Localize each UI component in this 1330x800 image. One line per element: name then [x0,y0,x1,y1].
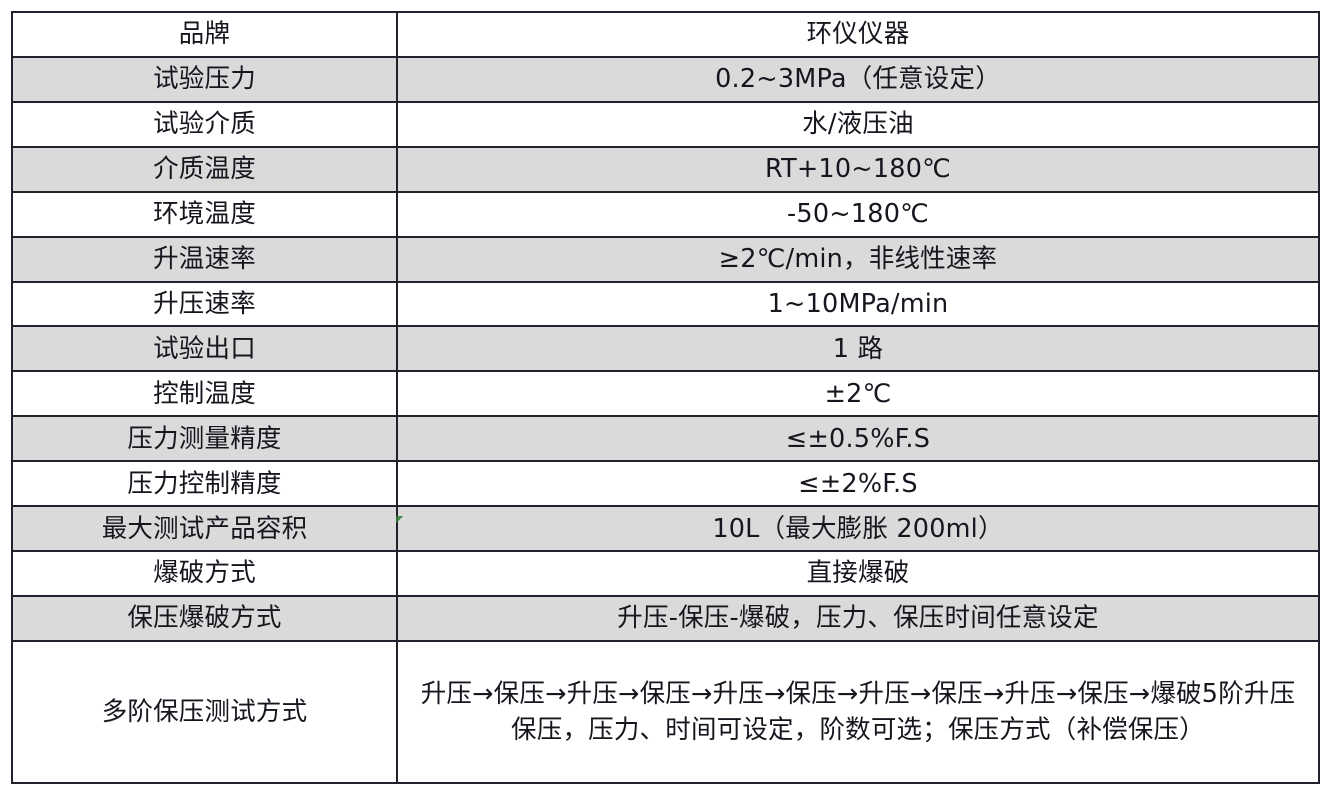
table-row: 保压爆破方式 升压-保压-爆破，压力、保压时间任意设定 [11,594,1320,643]
row-value-pressure-measurement-accuracy: ≤±0.5%F.S [396,415,1320,463]
table-row: 最大测试产品容积 10L（最大膨胀 200ml） [11,505,1320,553]
table-row: 试验介质 水/液压油 [11,100,1320,148]
row-value-hold-burst-mode: 升压-保压-爆破，压力、保压时间任意设定 [396,594,1320,643]
row-label-control-temperature: 控制温度 [11,370,398,418]
row-value-ambient-temperature: -50~180℃ [396,190,1320,238]
row-value-burst-mode: 直接爆破 [396,550,1320,597]
table-row: 升温速率 ≥2℃/min，非线性速率 [11,235,1320,283]
table-row: 压力测量精度 ≤±0.5%F.S [11,415,1320,463]
row-label-heating-rate: 升温速率 [11,235,398,283]
row-label-brand: 品牌 [11,11,398,58]
row-value-pressure-control-accuracy: ≤±2%F.S [396,460,1320,508]
row-label-hold-burst-mode: 保压爆破方式 [11,594,398,643]
specification-table-container: 品牌 环仪仪器 试验压力 0.2~3MPa（任意设定） 试验介质 水/液压油 介… [11,11,1320,784]
table-row: 多阶保压测试方式 升压→保压→升压→保压→升压→保压→升压→保压→升压→保压→爆… [11,640,1320,784]
table-row: 试验压力 0.2~3MPa（任意设定） [11,55,1320,103]
row-label-ambient-temperature: 环境温度 [11,190,398,238]
row-label-pressure-control-accuracy: 压力控制精度 [11,460,398,508]
table-row: 爆破方式 直接爆破 [11,550,1320,597]
row-label-medium-temperature: 介质温度 [11,145,398,193]
specification-table: 品牌 环仪仪器 试验压力 0.2~3MPa（任意设定） 试验介质 水/液压油 介… [11,11,1320,784]
row-value-test-pressure: 0.2~3MPa（任意设定） [396,55,1320,103]
row-value-test-outlet: 1 路 [396,325,1320,373]
row-label-test-medium: 试验介质 [11,100,398,148]
table-row: 升压速率 1~10MPa/min [11,280,1320,328]
table-row: 品牌 环仪仪器 [11,11,1320,58]
row-value-test-medium: 水/液压油 [396,100,1320,148]
row-value-control-temperature: ±2℃ [396,370,1320,418]
row-label-max-product-volume: 最大测试产品容积 [11,505,398,553]
row-label-multistage-hold-test-mode: 多阶保压测试方式 [11,640,398,784]
row-value-multistage-hold-test-mode: 升压→保压→升压→保压→升压→保压→升压→保压→升压→保压→爆破5阶升压保压，压… [396,640,1320,784]
row-label-pressurization-rate: 升压速率 [11,280,398,328]
table-row: 介质温度 RT+10~180℃ [11,145,1320,193]
specification-table-body: 品牌 环仪仪器 试验压力 0.2~3MPa（任意设定） 试验介质 水/液压油 介… [11,11,1320,784]
table-row: 压力控制精度 ≤±2%F.S [11,460,1320,508]
row-value-heating-rate: ≥2℃/min，非线性速率 [396,235,1320,283]
table-row: 环境温度 -50~180℃ [11,190,1320,238]
table-row: 控制温度 ±2℃ [11,370,1320,418]
row-value-brand: 环仪仪器 [396,11,1320,58]
row-value-medium-temperature: RT+10~180℃ [396,145,1320,193]
row-label-test-pressure: 试验压力 [11,55,398,103]
row-label-pressure-measurement-accuracy: 压力测量精度 [11,415,398,463]
row-label-burst-mode: 爆破方式 [11,550,398,597]
table-row: 试验出口 1 路 [11,325,1320,373]
row-value-max-product-volume: 10L（最大膨胀 200ml） [396,505,1320,553]
row-value-pressurization-rate: 1~10MPa/min [396,280,1320,328]
row-label-test-outlet: 试验出口 [11,325,398,373]
